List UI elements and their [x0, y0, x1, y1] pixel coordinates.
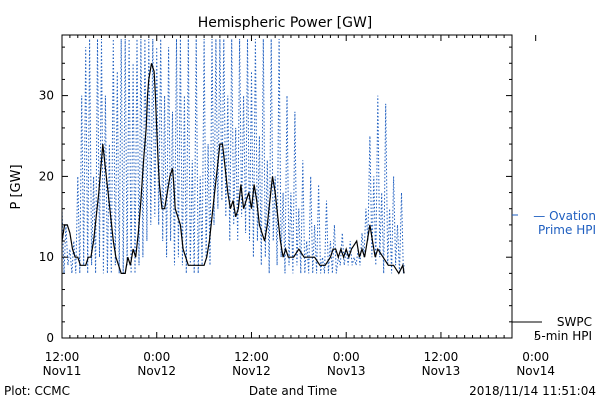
legend-swpc-line2: 5-min HPI — [534, 329, 592, 343]
x-axis: 12:00Nov110:00Nov1212:00Nov120:00Nov1312… — [43, 35, 555, 378]
y-tick-label: 20 — [39, 169, 54, 183]
x-tick-label-time: 12:00 — [424, 350, 459, 364]
series-ovation-prime-line — [62, 38, 405, 274]
x-tick-label-time: 12:00 — [234, 350, 269, 364]
plot-frame — [61, 34, 513, 339]
x-axis-label: Date and Time — [249, 384, 337, 398]
x-tick-label-date: Nov13 — [327, 364, 366, 378]
legend-swpc-line1: SWPC — [557, 315, 592, 329]
x-tick-label-date: Nov14 — [516, 364, 555, 378]
x-tick-label-time: 12:00 — [45, 350, 80, 364]
x-tick-label-date: Nov12 — [232, 364, 271, 378]
x-tick-label-time: 0:00 — [143, 350, 170, 364]
series-layer — [62, 38, 405, 275]
x-tick-label-date: Nov13 — [422, 364, 461, 378]
y-tick-label: 10 — [39, 250, 54, 264]
footer-timestamp: 2018/11/14 11:51:04 — [469, 384, 596, 398]
chart-title: Hemispheric Power [GW] — [198, 15, 373, 31]
y-tick-label: 0 — [46, 331, 54, 345]
y-tick-label: 30 — [39, 89, 54, 103]
y-axis: 0 10 20 30 — [39, 46, 512, 345]
x-tick-label-time: 0:00 — [522, 350, 549, 364]
y-axis-label: P [GW] — [9, 164, 24, 209]
legend-ovation-line2: Prime HPI — [538, 223, 596, 237]
x-tick-label-date: Nov11 — [43, 364, 82, 378]
x-tick-label-time: 0:00 — [333, 350, 360, 364]
legend: — Ovation Prime HPI SWPC 5-min HPI — [512, 209, 596, 343]
footer-credit: Plot: CCMC — [4, 384, 70, 398]
x-tick-label-date: Nov12 — [137, 364, 176, 378]
series-swpc-line — [62, 63, 405, 275]
legend-ovation-line1: — Ovation — [533, 209, 596, 223]
